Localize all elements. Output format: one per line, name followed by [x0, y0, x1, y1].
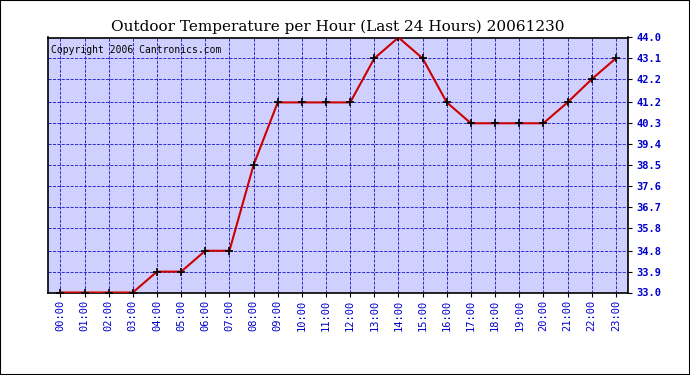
Text: Copyright 2006 Cantronics.com: Copyright 2006 Cantronics.com — [51, 45, 221, 55]
Title: Outdoor Temperature per Hour (Last 24 Hours) 20061230: Outdoor Temperature per Hour (Last 24 Ho… — [111, 19, 565, 33]
